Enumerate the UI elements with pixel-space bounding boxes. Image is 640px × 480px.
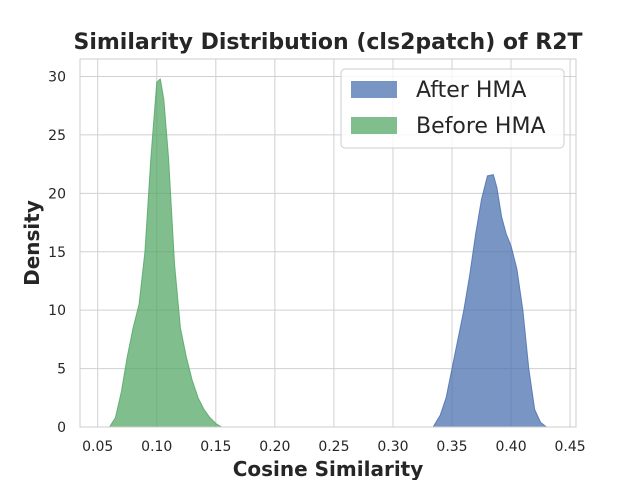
x-tick-label: 0.45 <box>555 439 586 455</box>
legend-swatch-after-hma <box>351 81 397 98</box>
y-tick-label: 10 <box>48 303 66 319</box>
x-tick-label: 0.05 <box>82 439 113 455</box>
y-axis-label: Density <box>20 200 44 286</box>
y-tick-label: 0 <box>57 420 66 436</box>
legend-label-before-hma: Before HMA <box>416 114 546 139</box>
series-layer <box>109 78 547 428</box>
x-tick-label: 0.35 <box>436 439 467 455</box>
x-axis-label: Cosine Similarity <box>233 457 424 480</box>
x-tick-label: 0.30 <box>377 439 408 455</box>
y-tick-label: 15 <box>48 245 66 261</box>
x-tick-label: 0.25 <box>318 439 349 455</box>
chart-title: Similarity Distribution (cls2patch) of R… <box>73 30 582 55</box>
x-tick-label: 0.40 <box>495 439 526 455</box>
y-tick-label: 25 <box>48 128 66 144</box>
density-area-before-hma <box>109 78 223 428</box>
y-tick-label: 5 <box>57 362 66 378</box>
density-area-after-hma <box>432 174 547 428</box>
legend: After HMA Before HMA <box>340 68 565 149</box>
x-tick-label: 0.10 <box>141 439 172 455</box>
x-tick-label: 0.20 <box>259 439 290 455</box>
legend-label-after-hma: After HMA <box>416 78 526 103</box>
plot-frame <box>79 58 577 428</box>
legend-swatch-before-hma <box>351 117 397 134</box>
tick-labels: 0.05 0.10 0.15 0.20 0.25 0.30 0.35 0.40 0.45 0 5 10… <box>48 70 586 455</box>
y-tick-label: 30 <box>48 70 66 86</box>
y-tick-label: 20 <box>48 186 66 202</box>
x-tick-label: 0.15 <box>200 439 231 455</box>
